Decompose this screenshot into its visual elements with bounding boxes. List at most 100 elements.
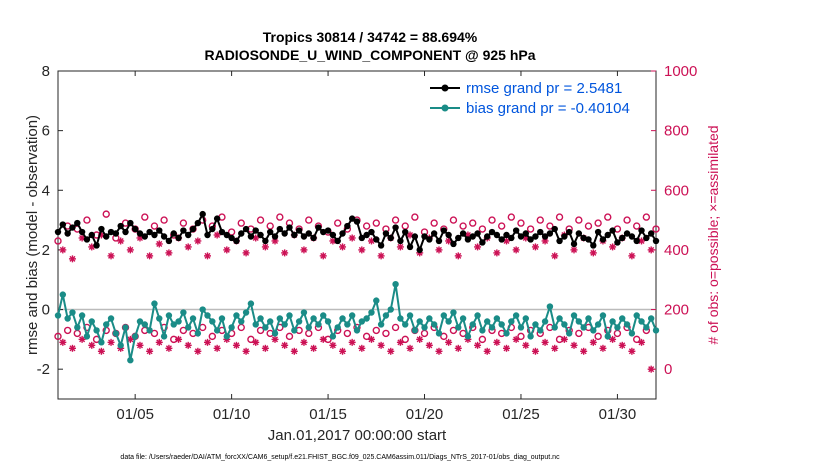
bias-point — [464, 333, 472, 340]
y-tick-label: 0 — [42, 302, 50, 319]
obs-possible-point — [517, 332, 525, 341]
rmse-point — [570, 240, 578, 248]
obs-assimilated-point — [204, 338, 211, 346]
obs-assimilated-point — [165, 249, 173, 257]
rmse-point — [291, 231, 298, 239]
obs-possible-point — [623, 216, 631, 224]
obs-assimilated-point — [59, 338, 67, 346]
bias-point — [450, 309, 457, 316]
obs-assimilated-point — [136, 341, 144, 349]
rmse-point — [377, 242, 385, 249]
bias-point — [599, 312, 607, 319]
obs-possible-point — [391, 323, 400, 332]
obs-assimilated-point — [88, 341, 96, 349]
obs-possible-point — [459, 222, 467, 230]
bias-point — [532, 321, 539, 328]
obs-assimilated-stroke — [542, 237, 549, 244]
rmse-point — [585, 236, 592, 243]
bias-point — [522, 315, 529, 322]
obs-assimilated-point — [522, 341, 530, 349]
obs-assimilated-stroke — [609, 336, 616, 343]
bias-point — [156, 315, 163, 322]
rmse-point — [136, 230, 144, 237]
obs-assimilated-stroke — [146, 252, 153, 259]
obs-possible-point — [372, 219, 380, 227]
obs-assimilated-point — [445, 338, 453, 346]
rmse-point — [373, 236, 380, 243]
rmse-point — [334, 237, 341, 245]
bias-point — [112, 330, 120, 337]
obs-assimilated-point — [213, 231, 221, 239]
rmse-point — [286, 224, 293, 231]
obs-possible-point — [237, 219, 245, 227]
rmse-point — [565, 228, 573, 236]
obs-assimilated-point — [541, 338, 549, 346]
bias-point — [151, 300, 158, 307]
obs-assimilated-stroke — [252, 339, 259, 346]
obs-assimilated-stroke — [426, 342, 433, 349]
bias-point — [257, 315, 264, 322]
obs-assimilated-stroke — [474, 243, 481, 250]
obs-possible-point — [430, 219, 438, 227]
obs-assimilated-point — [232, 341, 240, 349]
obs-possible-point — [256, 216, 265, 224]
obs-possible-point — [536, 216, 544, 224]
rmse-point — [599, 236, 607, 243]
obs-assimilated-point — [290, 347, 298, 355]
bias-point — [541, 318, 549, 325]
obs-assimilated-point — [377, 252, 385, 260]
obs-assimilated-point — [68, 344, 76, 352]
rmse-point — [88, 231, 95, 239]
obs-possible-point — [141, 213, 149, 221]
legend-rmse-marker — [441, 84, 449, 92]
bias-point — [209, 318, 216, 325]
obs-assimilated-point — [319, 335, 327, 343]
obs-assimilated-stroke — [233, 342, 240, 349]
rmse-point — [537, 228, 544, 236]
obs-assimilated-stroke — [146, 348, 153, 355]
rmse-point — [160, 233, 168, 240]
rmse-point — [406, 243, 414, 251]
obs-assimilated-point — [647, 365, 655, 373]
rmse-point — [218, 228, 226, 236]
bias-point — [242, 309, 250, 316]
rmse-point — [348, 215, 356, 222]
obs-assimilated-stroke — [513, 246, 520, 253]
rmse-point — [238, 230, 245, 237]
x-axis-label: Jan.01,2017 00:00:00 start — [268, 427, 447, 444]
rmse-point — [127, 219, 134, 227]
obs-assimilated-stroke — [638, 339, 645, 346]
obs-assimilated-stroke — [127, 336, 134, 343]
bias-point — [175, 318, 182, 325]
obs-assimilated-stroke — [648, 246, 655, 253]
rmse-point — [416, 246, 423, 254]
rmse-point — [435, 237, 443, 245]
rmse-point — [295, 227, 303, 234]
bias-point — [392, 281, 399, 288]
obs-assimilated-stroke — [243, 348, 250, 355]
obs-possible-point — [642, 213, 651, 221]
obs-assimilated-point — [252, 338, 260, 346]
bias-point — [223, 333, 230, 340]
bias-point — [238, 318, 245, 325]
obs-assimilated-stroke — [397, 243, 404, 250]
obs-assimilated-stroke — [638, 237, 645, 244]
bias-point — [189, 315, 197, 322]
obs-assimilated-stroke — [484, 348, 491, 355]
rmse-point — [242, 225, 250, 233]
rmse-point — [233, 237, 240, 245]
bias-point — [623, 321, 631, 328]
obs-assimilated-stroke — [165, 249, 172, 256]
obs-assimilated-stroke — [108, 339, 115, 346]
obs-assimilated-stroke — [310, 345, 317, 352]
obs-possible-point — [372, 326, 380, 335]
bias-point — [310, 315, 317, 322]
obs-assimilated-point — [396, 338, 404, 346]
bias-point — [628, 330, 636, 337]
rmse-point — [532, 233, 539, 240]
obs-assimilated-point — [570, 246, 578, 254]
obs-assimilated-stroke — [648, 366, 655, 373]
bias-point — [459, 315, 467, 322]
obs-possible-point — [478, 225, 487, 233]
obs-assimilated-point — [358, 246, 366, 254]
